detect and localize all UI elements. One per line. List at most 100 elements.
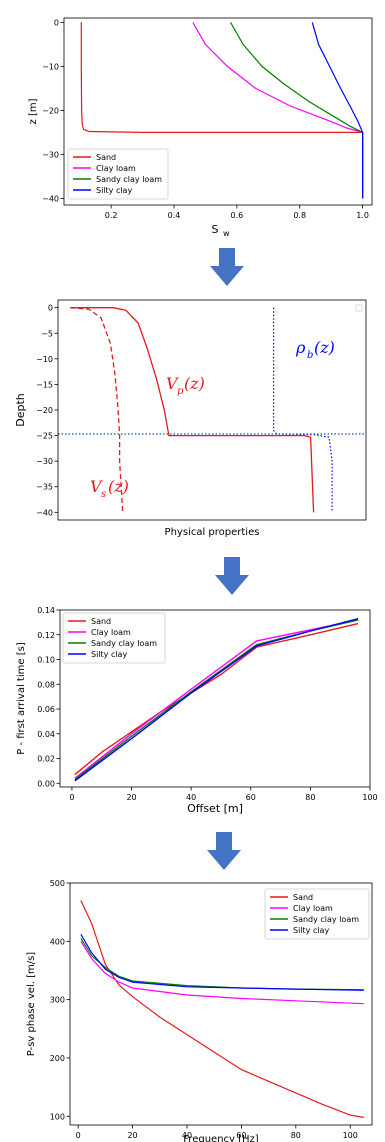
first-arrival-legend-entry: Sand (91, 617, 111, 626)
x-axis-label: S (212, 223, 219, 236)
phase-velocity-ytick-label: 300 (50, 996, 65, 1005)
phase-velocity-legend-entry: Sandy clay loam (293, 915, 359, 924)
first-arrival-ytick-label: 0.08 (37, 680, 55, 689)
phase-velocity-ytick-label: 500 (50, 879, 65, 888)
phase-velocity-ytick-label: 400 (50, 937, 65, 946)
depth-ytick-label: −30 (36, 457, 53, 466)
depth-ytick-label: −25 (36, 432, 53, 441)
vp-annotation: V (166, 374, 179, 393)
physical-properties-chart-frame (57, 299, 367, 521)
phase-velocity-xtick-label: 20 (127, 1131, 137, 1140)
phase-velocity-chart: 0 20 40 60 80 100 100 200 300 400 500 Frequency [Hz… (26, 879, 370, 1142)
series-line-sandy-clay-loam (230, 22, 364, 199)
series-line-clay-loam (192, 22, 364, 199)
first-arrival-xtick-label: 100 (362, 793, 377, 802)
saturation-xtick-label: 1.0 (356, 211, 369, 220)
series-line-clay-loam (74, 619, 359, 779)
first-arrival-xtick-label: 20 (126, 793, 136, 802)
saturation-xtick-label: 0.4 (168, 211, 181, 220)
rho-annotation-subscript: b (307, 350, 313, 361)
first-arrival-ytick-label: 0.06 (37, 705, 55, 714)
phase-velocity-legend-entry: Clay loam (293, 904, 333, 913)
y-axis-label: P-sv phase vel. [m/s] (26, 952, 37, 1057)
first-arrival-ytick-label: 0.04 (37, 730, 55, 739)
phase-velocity-ytick-label: 200 (50, 1054, 65, 1063)
series-line-sand (80, 900, 364, 1118)
first-arrival-legend (62, 612, 166, 664)
first-arrival-xtick-label: 60 (246, 793, 256, 802)
vs-annotation-subscript: s (101, 489, 106, 500)
saturation-chart: 0.2 0.4 0.6 0.8 1.0 0 −10 −20 −30 −40 S w z [m] Sand C… (28, 18, 369, 238)
first-arrival-ytick-label: 0.12 (37, 631, 55, 640)
saturation-legend-entry: Sand (96, 153, 116, 162)
flow-arrow-icon (215, 557, 249, 595)
depth-ytick-label: −40 (36, 508, 53, 517)
first-arrival-ytick-label: 0.02 (37, 755, 55, 764)
saturation-chart-frame (63, 17, 373, 206)
depth-ytick-label: −35 (36, 483, 53, 492)
first-arrival-legend-entry: Silty clay (91, 650, 127, 659)
first-arrival-chart-frame (59, 609, 371, 788)
saturation-legend-entry: Sandy clay loam (96, 175, 162, 184)
series-line-clay-loam (80, 940, 364, 1005)
phase-velocity-xtick-label: 60 (236, 1131, 246, 1140)
first-arrival-xtick-label: 40 (186, 793, 196, 802)
vp-profile-line (70, 307, 315, 513)
first-arrival-ytick-label: 0.00 (37, 779, 55, 788)
rho-annotation: ρ (295, 338, 306, 357)
saturation-legend-entry: Silty clay (96, 186, 132, 195)
first-arrival-legend-entry: Sandy clay loam (91, 639, 157, 648)
saturation-ytick-label: −30 (42, 150, 59, 159)
phase-velocity-xtick-label: 0 (76, 1131, 81, 1140)
series-line-silty-clay (311, 22, 364, 199)
depth-ytick-label: 0 (48, 304, 53, 313)
saturation-xtick-label: 0.6 (230, 211, 243, 220)
depth-ytick-label: −20 (36, 406, 53, 415)
flow-arrow-icon (210, 248, 244, 286)
saturation-legend (67, 148, 169, 200)
y-axis-label: P - first arrival time [s] (16, 642, 27, 755)
series-line-silty-clay (74, 618, 359, 782)
vs-profile-line (70, 307, 124, 513)
first-arrival-ytick-label: 0.10 (37, 656, 55, 665)
first-arrival-ytick-label: 0.14 (37, 606, 55, 615)
phase-velocity-xtick-label: 100 (343, 1131, 358, 1140)
empty-legend-box (355, 304, 363, 312)
first-arrival-xtick-label: 80 (305, 793, 315, 802)
phase-velocity-xtick-label: 40 (182, 1131, 192, 1140)
depth-ytick-label: −15 (36, 380, 53, 389)
saturation-ytick-label: −20 (42, 106, 59, 115)
saturation-xtick-label: 0.8 (293, 211, 306, 220)
x-axis-label: Frequency [Hz] (183, 1134, 259, 1142)
phase-velocity-legend (264, 888, 370, 940)
y-axis-label: Depth (14, 393, 27, 427)
saturation-legend-entry: Clay loam (96, 164, 136, 173)
vs-annotation-argument: (z) (108, 477, 129, 496)
y-axis-label: z [m] (28, 98, 39, 124)
x-axis-label: Physical properties (165, 527, 260, 538)
first-arrival-chart: 0 20 40 60 80 100 0.00 0.02 0.04 0.06 0.08 0.10 0.12… (16, 606, 378, 815)
phase-velocity-chart-frame (69, 882, 373, 1126)
saturation-ytick-label: −10 (42, 62, 59, 71)
vp-annotation-argument: (z) (184, 374, 205, 393)
depth-ytick-label: −5 (41, 329, 53, 338)
phase-velocity-legend-entry: Sand (293, 893, 313, 902)
vs-annotation: V (90, 477, 103, 496)
saturation-xtick-label: 0.2 (105, 211, 118, 220)
phase-velocity-legend-entry: Silty clay (293, 926, 329, 935)
x-axis-label-subscript: w (223, 229, 230, 238)
physical-properties-chart: 0−5−10−15−20−25−30−35−40V p (z)V s (z)ρ b (z)P… (14, 304, 366, 538)
rho-profile-line (273, 307, 333, 513)
first-arrival-legend-entry: Clay loam (91, 628, 131, 637)
first-arrival-xtick-label: 0 (69, 793, 74, 802)
saturation-ytick-label: 0 (54, 18, 59, 27)
saturation-ytick-label: −40 (42, 194, 59, 203)
rho-annotation-argument: (z) (314, 338, 335, 357)
phase-velocity-xtick-label: 80 (291, 1131, 301, 1140)
phase-velocity-ytick-label: 100 (50, 1112, 65, 1121)
vp-annotation-subscript: p (177, 386, 184, 397)
depth-ytick-label: −10 (36, 355, 53, 364)
series-line-silty-clay (80, 933, 364, 991)
flow-arrow-icon (207, 832, 241, 870)
